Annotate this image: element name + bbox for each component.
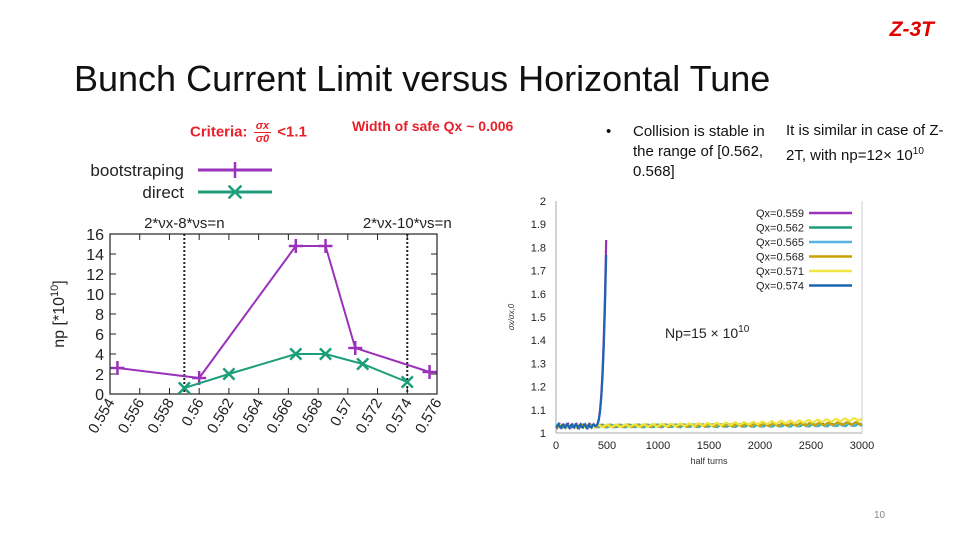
y-tick-label: 1.1: [531, 405, 546, 417]
np-annotation: Np=15 × 1010: [665, 324, 750, 341]
legend-marker-direct-b: [227, 184, 243, 200]
legend-label-Qx=0.559: Qx=0.559: [756, 208, 804, 220]
y-tick-label: 10: [86, 287, 104, 304]
x-tick-label: 0.558: [144, 396, 177, 437]
data-point-direct-b: [222, 367, 236, 381]
series-line-Qx=0.571: [555, 416, 863, 429]
y-tick-label: 1.2: [531, 382, 546, 394]
series-line-direct: [184, 353, 408, 389]
series-line-bootstraping: [117, 245, 430, 380]
x-axis-label: half turns: [690, 456, 728, 466]
y-tick-label: 1.3: [531, 358, 546, 370]
similar-exponent: 10: [912, 146, 924, 157]
x-tick-label: 0.576: [412, 396, 445, 437]
x-tick-label: 2000: [748, 440, 772, 452]
legend-label-Qx=0.571: Qx=0.571: [756, 266, 804, 278]
data-point-bootstraping: [318, 239, 333, 253]
np-vs-tune-chart: bootstrapingdirect02468101214160.5540.55…: [49, 161, 452, 437]
x-tick-label: 500: [598, 440, 616, 452]
x-tick-label: 0.56: [178, 396, 207, 430]
plot-frame: [109, 233, 438, 395]
y-tick-label: 2: [95, 367, 104, 384]
bullet-text: Collision is stable in the range of [0.5…: [633, 123, 765, 180]
x-tick-label: 0.564: [234, 396, 267, 437]
criteria-fraction: σx σ0: [253, 120, 272, 145]
data-point-bootstraping: [348, 341, 363, 355]
y-tick-label: 1.7: [531, 266, 546, 278]
data-point-bootstraping: [288, 239, 303, 253]
x-tick-label: 0.566: [263, 396, 296, 437]
data-point-bootstraping: [422, 365, 437, 379]
width-note: Width of safe Qx ~ 0.006: [352, 118, 514, 134]
data-point-bootstraping: [110, 361, 125, 375]
y-tick-label: 14: [86, 247, 104, 264]
data-point-direct: [177, 381, 191, 395]
data-point-direct: [289, 347, 303, 361]
y-tick-label: 1.8: [531, 242, 546, 254]
similar-note: It is similar in case of Z-2T, with np=1…: [786, 120, 946, 166]
x-tick-label: 2500: [799, 440, 823, 452]
y-tick-label: 6: [95, 327, 104, 344]
y-axis-label: np [*1010]: [49, 280, 68, 347]
x-tick-label: 1500: [697, 440, 721, 452]
criteria-denominator: σ0: [255, 133, 270, 145]
bullet-item: • Collision is stable in the range of [0…: [606, 122, 776, 182]
criteria-label: Criteria: σx σ0 <1.1: [190, 120, 307, 145]
y-tick-label: 1: [540, 428, 546, 440]
x-tick-label: 1000: [646, 440, 670, 452]
x-tick-label: 0.562: [204, 396, 237, 437]
legend-marker-direct: [227, 184, 243, 200]
series-line-Qx=0.559: [555, 239, 608, 431]
x-tick-label: 0.556: [115, 396, 148, 437]
data-point-direct: [400, 375, 414, 389]
y-tick-label: 1.6: [531, 289, 546, 301]
criteria-numerator: σx: [253, 120, 272, 133]
legend-label-Qx=0.574: Qx=0.574: [756, 281, 804, 293]
x-tick-label: 0.57: [327, 396, 356, 430]
legend-label-bootstraping: bootstraping: [90, 161, 184, 180]
y-tick-label: 8: [95, 307, 104, 324]
criteria-text: Criteria:: [190, 123, 248, 141]
data-point-direct-b: [356, 357, 370, 371]
page-number: 10: [874, 510, 886, 521]
x-tick-label: 0.568: [293, 396, 326, 437]
x-tick-label: 0: [553, 440, 559, 452]
x-tick-label: 0.574: [382, 396, 415, 437]
x-tick-label: 3000: [850, 440, 874, 452]
x-tick-label: 0.554: [85, 396, 118, 437]
y-tick-label: 1.4: [531, 335, 546, 347]
resonance-label-1: 2*νx-8*νs=n: [144, 215, 224, 232]
similar-text: It is similar in case of Z-2T, with np=1…: [786, 122, 944, 164]
data-point-direct: [356, 357, 370, 371]
y-tick-label: 4: [95, 347, 104, 364]
bullet-dot: •: [606, 123, 612, 140]
y-axis-label: σx/σx,0: [507, 303, 516, 330]
resonance-label-2: 2*νx-10*νs=n: [363, 215, 452, 232]
y-tick-label: 2: [540, 196, 546, 208]
legend-label-Qx=0.562: Qx=0.562: [756, 223, 804, 235]
slide-tag: Z-3T: [889, 18, 934, 41]
slide-title: Bunch Current Limit versus Horizontal Tu…: [74, 58, 771, 99]
legend-marker-bootstraping: [227, 162, 243, 178]
legend-label-Qx=0.568: Qx=0.568: [756, 252, 804, 264]
legend-label-Qx=0.565: Qx=0.565: [756, 237, 804, 249]
data-point-direct: [222, 367, 236, 381]
y-tick-label: 16: [86, 227, 104, 244]
legend-label-direct: direct: [142, 183, 184, 202]
y-tick-label: 1.9: [531, 219, 546, 231]
data-point-direct-b: [289, 347, 303, 361]
x-tick-label: 0.572: [353, 396, 386, 437]
data-point-direct-b: [400, 375, 414, 389]
y-tick-label: 0: [95, 387, 104, 404]
series-line-Qx=0.574: [555, 254, 608, 431]
y-tick-label: 1.5: [531, 312, 546, 324]
y-tick-label: 12: [86, 267, 104, 284]
data-point-direct: [319, 347, 333, 361]
data-point-direct-b: [177, 381, 191, 395]
data-point-direct-b: [319, 347, 333, 361]
criteria-limit: <1.1: [277, 123, 307, 141]
beam-size-chart: 1 1.1 1.2 1.3 1.4 1.5 1.6 1.7 1.8 1.9 2 0 500 1000 150…: [507, 196, 874, 466]
